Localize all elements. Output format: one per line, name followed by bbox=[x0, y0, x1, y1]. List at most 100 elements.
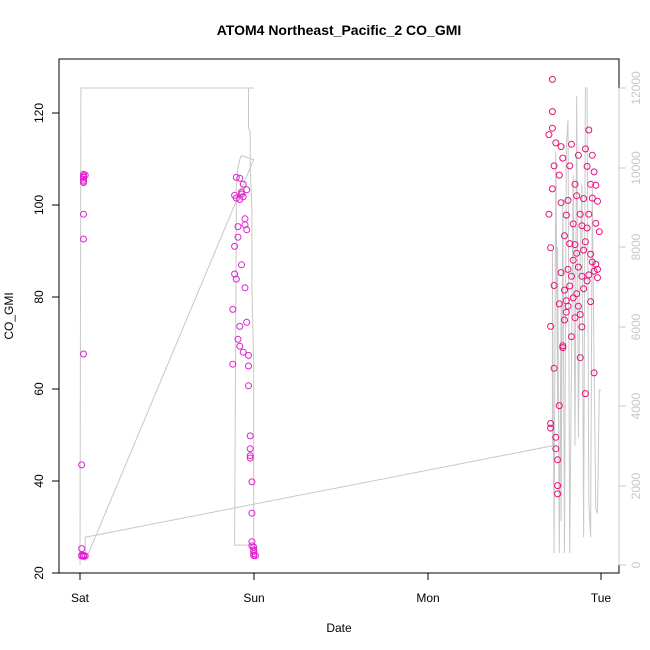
data-point bbox=[232, 173, 240, 181]
data-point bbox=[562, 211, 570, 219]
y-tick-label-right-0: 0 bbox=[629, 561, 643, 568]
data-point bbox=[548, 185, 556, 193]
data-point bbox=[578, 272, 586, 280]
data-point bbox=[564, 196, 572, 204]
data-point bbox=[552, 139, 560, 147]
data-point bbox=[239, 193, 247, 201]
data-point bbox=[557, 143, 565, 151]
data-point bbox=[80, 235, 87, 243]
data-point bbox=[550, 282, 558, 289]
data-point bbox=[574, 302, 582, 310]
data-point bbox=[580, 246, 588, 254]
data-point bbox=[555, 300, 563, 308]
data-point bbox=[232, 194, 240, 202]
data-point bbox=[581, 390, 589, 398]
data-point bbox=[594, 265, 601, 273]
data-point bbox=[547, 424, 555, 432]
data-point bbox=[569, 294, 577, 302]
data-point bbox=[239, 348, 247, 356]
data-point bbox=[590, 168, 598, 176]
data-point bbox=[234, 233, 242, 241]
data-point bbox=[571, 314, 579, 322]
data-point bbox=[568, 272, 575, 280]
data-point bbox=[587, 250, 595, 258]
y-tick-label-left-40: 40 bbox=[32, 474, 46, 488]
data-point bbox=[569, 220, 577, 228]
data-point bbox=[592, 181, 600, 189]
y-tick-label-left-60: 60 bbox=[32, 382, 46, 396]
data-point bbox=[246, 454, 254, 462]
data-point bbox=[588, 151, 596, 159]
y-tick-label-right-4000: 4000 bbox=[629, 392, 643, 419]
data-point bbox=[246, 452, 254, 460]
data-point bbox=[595, 228, 603, 236]
data-point bbox=[569, 256, 577, 264]
data-point bbox=[587, 180, 595, 188]
data-point bbox=[245, 382, 252, 390]
data-point bbox=[80, 210, 87, 218]
data-point bbox=[585, 210, 593, 218]
y-tick-label-right-2000: 2000 bbox=[629, 472, 643, 499]
data-point bbox=[561, 232, 568, 240]
altitude-line-layer bbox=[79, 87, 601, 566]
y-tick-label-right-12000: 12000 bbox=[629, 71, 643, 105]
data-point bbox=[548, 108, 556, 116]
data-point bbox=[581, 145, 589, 153]
data-point bbox=[243, 226, 251, 234]
y-axis-right: 0 2000 4000 6000 8000 10000 12000 bbox=[618, 71, 643, 568]
data-point bbox=[576, 354, 584, 362]
data-point bbox=[573, 290, 581, 298]
data-point bbox=[555, 171, 563, 179]
data-point bbox=[574, 263, 582, 271]
data-point bbox=[248, 509, 256, 517]
data-point bbox=[566, 282, 574, 290]
data-point bbox=[588, 194, 596, 202]
data-point bbox=[566, 162, 574, 170]
y-axis-left: 20 40 60 80 100 120 CO_GMI bbox=[2, 103, 60, 580]
data-point bbox=[571, 180, 579, 188]
data-point bbox=[583, 224, 591, 232]
data-point bbox=[585, 271, 593, 279]
data-point bbox=[587, 298, 595, 306]
y-tick-label-left-20: 20 bbox=[32, 566, 46, 580]
data-point bbox=[547, 420, 555, 427]
x-tick-label-sun: Sun bbox=[243, 591, 264, 605]
data-point bbox=[236, 342, 244, 350]
data-point bbox=[552, 445, 560, 453]
data-point bbox=[573, 192, 581, 200]
y-axis-label: CO_GMI bbox=[2, 292, 16, 339]
data-point bbox=[564, 302, 572, 310]
data-point bbox=[241, 221, 249, 229]
y-tick-label-right-8000: 8000 bbox=[629, 233, 643, 260]
data-point bbox=[550, 364, 558, 372]
data-point bbox=[559, 344, 567, 352]
data-point bbox=[557, 269, 565, 277]
data-point bbox=[245, 351, 252, 359]
data-point bbox=[578, 323, 586, 331]
data-point bbox=[251, 552, 259, 559]
data-point bbox=[545, 131, 553, 139]
x-tick-label-sat: Sat bbox=[71, 591, 90, 605]
x-axis: Sat Sun Mon Tue Date bbox=[71, 572, 611, 635]
data-point bbox=[594, 274, 601, 282]
x-tick-label-mon: Mon bbox=[416, 591, 439, 605]
data-point bbox=[547, 322, 555, 330]
data-point bbox=[234, 223, 242, 231]
data-point bbox=[234, 335, 242, 343]
data-point bbox=[81, 552, 89, 560]
data-point bbox=[554, 456, 562, 464]
data-point bbox=[585, 126, 593, 134]
data-point bbox=[550, 162, 558, 170]
data-point bbox=[554, 490, 562, 498]
y-tick-label-left-100: 100 bbox=[32, 195, 46, 215]
data-point bbox=[561, 286, 568, 294]
y-tick-label-right-10000: 10000 bbox=[629, 151, 643, 185]
chart-title: ATOM4 Northeast_Pacific_2 CO_GMI bbox=[217, 22, 462, 38]
data-point bbox=[581, 238, 589, 246]
data-point bbox=[576, 311, 584, 318]
data-point bbox=[559, 154, 567, 162]
data-point bbox=[547, 244, 555, 252]
data-point bbox=[583, 162, 591, 170]
data-point bbox=[592, 219, 600, 227]
